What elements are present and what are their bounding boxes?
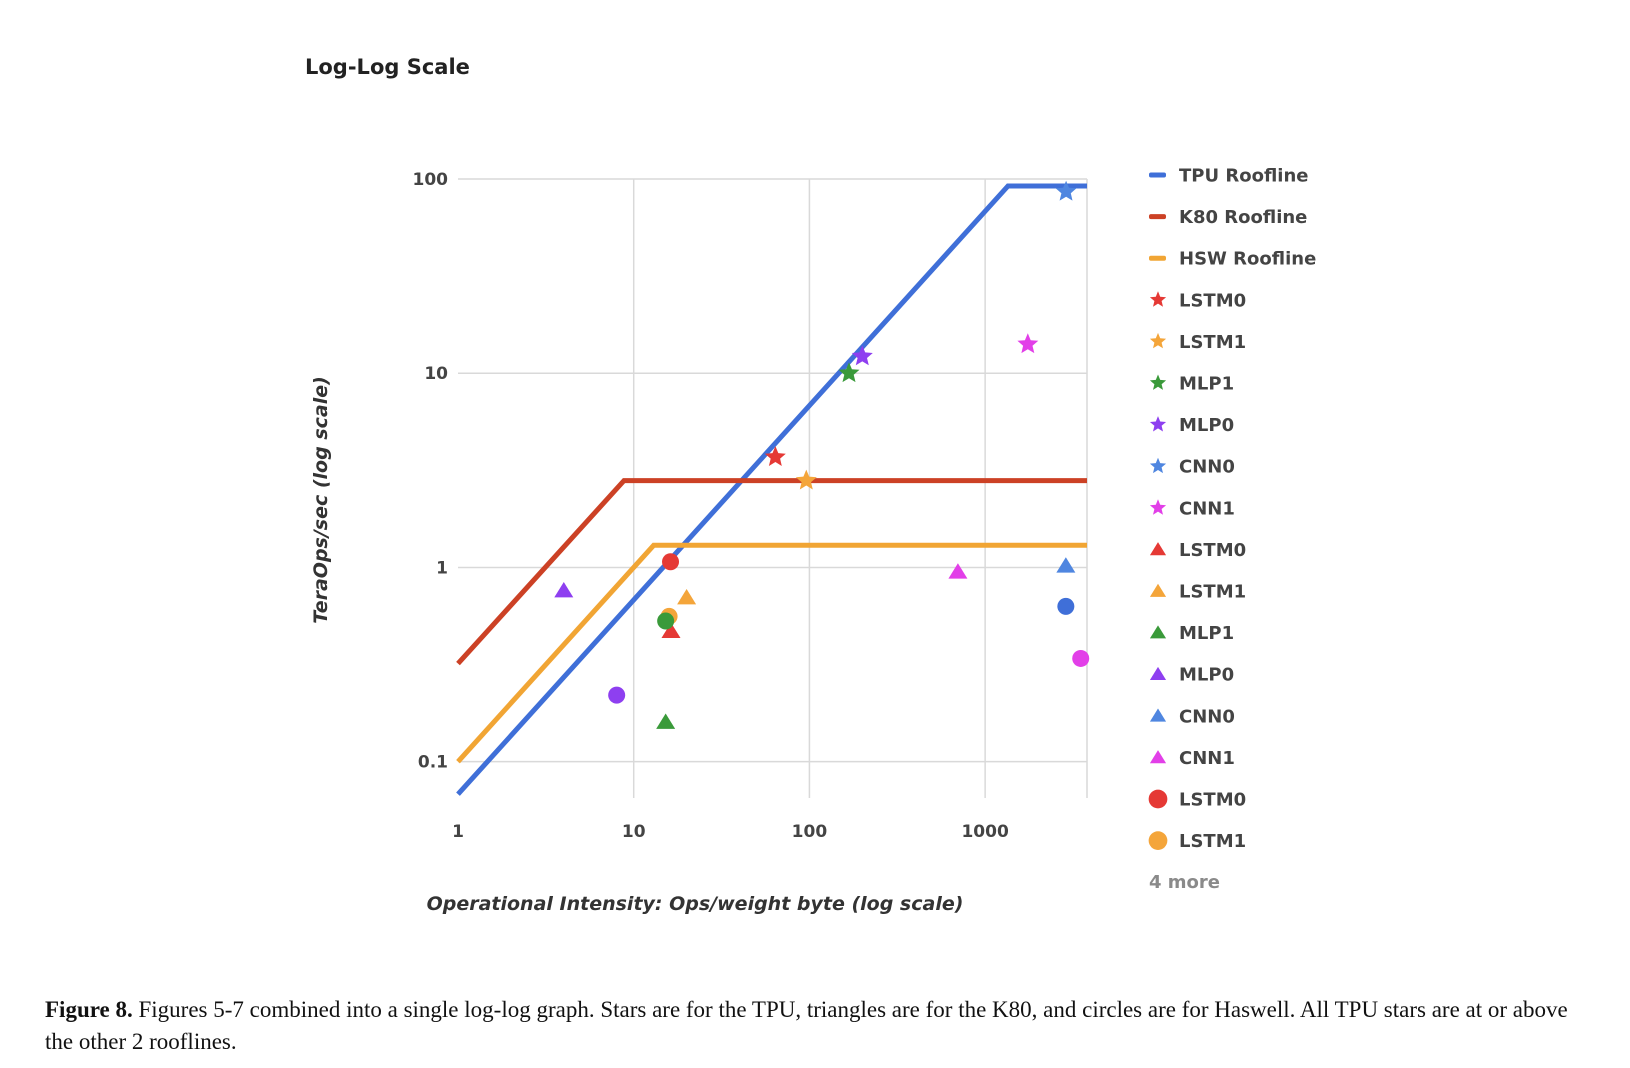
legend-item: K80 Roofline <box>1149 207 1307 228</box>
y-tick-label: 1 <box>436 558 448 578</box>
roofline-k80-roofline <box>456 478 1087 666</box>
legend-triangle-swatch <box>1149 542 1167 556</box>
caption-label: Figure 8. <box>45 997 133 1022</box>
point-triangle-cnn0 <box>1056 557 1076 573</box>
legend-circle-swatch <box>1148 831 1168 850</box>
legend-item: LSTM0 <box>1149 540 1246 561</box>
caption-text: Figures 5-7 combined into a single log-l… <box>45 997 1568 1054</box>
legend-label: MLP0 <box>1179 415 1234 436</box>
legend-label: HSW Roofline <box>1179 249 1316 270</box>
point-star-mlp0 <box>851 345 873 366</box>
point-triangle-lstm0 <box>661 622 681 638</box>
x-tick-label: 100 <box>792 822 828 842</box>
legend-label: LSTM1 <box>1179 831 1246 852</box>
legend-item: CNN1 <box>1149 748 1235 769</box>
legend-triangle-swatch <box>1149 750 1167 764</box>
chart-legend: TPU Roofline K80 Roofline HSW Roofline LSTM… <box>1148 166 1316 852</box>
legend-label: LSTM0 <box>1179 790 1246 811</box>
chart-grid <box>458 178 1088 798</box>
legend-item: LSTM1 <box>1149 582 1246 603</box>
x-tick-label: 10 <box>622 822 646 842</box>
legend-star-swatch <box>1149 416 1167 432</box>
legend-item: MLP0 <box>1149 665 1234 686</box>
legend-label: MLP0 <box>1179 665 1234 686</box>
legend-star-swatch <box>1149 374 1167 390</box>
point-triangle-mlp1 <box>656 713 676 729</box>
legend-item: MLP0 <box>1149 415 1234 436</box>
legend-triangle-swatch <box>1149 625 1167 639</box>
legend-label: CNN1 <box>1179 498 1235 519</box>
x-tick-label: 1 <box>452 822 464 842</box>
y-tick-label: 0.1 <box>418 753 448 773</box>
legend-circle-swatch <box>1148 789 1168 809</box>
legend-label: CNN0 <box>1179 706 1235 727</box>
point-circle-unnamed <box>657 612 675 630</box>
legend-label: CNN0 <box>1179 457 1235 478</box>
point-triangle-mlp0 <box>554 582 574 598</box>
legend-triangle-swatch <box>1149 666 1167 681</box>
point-triangle-cnn1 <box>948 563 968 579</box>
y-tick-label: 100 <box>413 170 449 190</box>
roofline-chart: Log-Log Scale 1 10 100 1000 0.1 1 10 100 Opera… <box>305 55 1316 915</box>
legend-star-swatch <box>1149 291 1167 307</box>
roofline-lines <box>456 183 1087 796</box>
chart-title: Log-Log Scale <box>305 55 470 79</box>
point-circle-unnamed <box>608 686 626 704</box>
legend-star-swatch <box>1149 499 1167 515</box>
legend-item: MLP1 <box>1149 623 1234 644</box>
legend-item: MLP1 <box>1149 374 1234 395</box>
legend-item: TPU Roofline <box>1149 166 1308 187</box>
point-star-mlp1 <box>838 362 860 383</box>
legend-line-swatch <box>1149 172 1166 178</box>
legend-label: LSTM1 <box>1179 582 1246 603</box>
legend-item: CNN1 <box>1149 498 1235 519</box>
legend-item: HSW Roofline <box>1149 249 1316 270</box>
legend-label: LSTM0 <box>1179 540 1246 561</box>
x-tick-label: 1000 <box>961 822 1008 842</box>
point-star-cnn1 <box>1017 333 1039 354</box>
legend-label: TPU Roofline <box>1179 166 1308 187</box>
legend-star-swatch <box>1149 457 1167 474</box>
legend-label: K80 Roofline <box>1179 207 1307 228</box>
legend-triangle-swatch <box>1149 708 1167 722</box>
legend-line-swatch <box>1149 214 1166 220</box>
legend-label: LSTM0 <box>1179 290 1246 311</box>
legend-more-link[interactable]: 4 more <box>1149 872 1220 893</box>
y-axis-ticks: 0.1 1 10 100 <box>413 170 449 773</box>
legend-label: MLP1 <box>1179 374 1234 395</box>
legend-item: LSTM0 <box>1149 290 1246 311</box>
point-star-cnn0 <box>1055 180 1077 201</box>
data-points <box>554 180 1090 729</box>
legend-item: CNN0 <box>1149 457 1235 478</box>
legend-star-swatch <box>1149 332 1167 349</box>
x-axis-ticks: 1 10 100 1000 <box>452 822 1009 842</box>
legend-triangle-swatch <box>1149 583 1167 597</box>
roofline-tpu-roofline <box>456 183 1087 796</box>
x-axis-label: Operational Intensity: Ops/weight byte (… <box>427 893 964 915</box>
legend-item: LSTM0 <box>1148 789 1246 811</box>
legend-label: LSTM1 <box>1179 332 1246 353</box>
point-circle-lstm0 <box>662 553 680 571</box>
legend-line-swatch <box>1149 255 1166 261</box>
point-star-lstm1 <box>795 469 817 490</box>
point-circle-unnamed <box>1057 597 1075 615</box>
legend-item: LSTM1 <box>1149 332 1246 353</box>
y-tick-label: 10 <box>424 364 448 384</box>
point-circle-unnamed <box>1072 649 1090 667</box>
legend-label: CNN1 <box>1179 748 1235 769</box>
roofline-hsw-roofline <box>456 542 1087 764</box>
point-star-lstm0 <box>764 446 786 466</box>
point-triangle-lstm1 <box>677 588 697 605</box>
figure-caption: Figure 8. Figures 5-7 combined into a si… <box>45 994 1590 1058</box>
legend-item: CNN0 <box>1149 706 1235 727</box>
y-axis-label: TeraOps/sec (log scale) <box>310 376 332 624</box>
legend-item: LSTM1 <box>1148 831 1246 852</box>
legend-label: MLP1 <box>1179 623 1234 644</box>
